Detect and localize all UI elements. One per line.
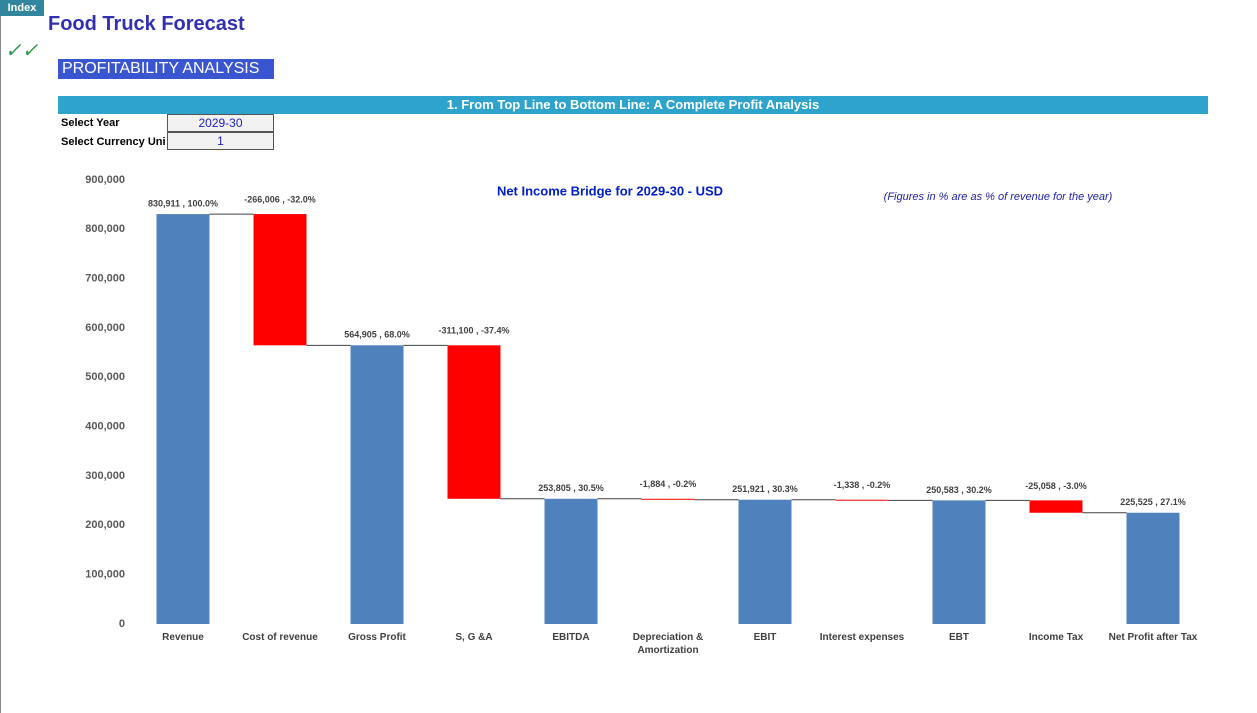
y-tick-label: 300,000	[85, 470, 125, 482]
value-label: 564,905 , 68.0%	[344, 330, 410, 340]
x-tick-label: EBIT	[753, 632, 777, 643]
y-tick-label: 900,000	[85, 174, 125, 186]
bar	[1126, 512, 1180, 624]
x-tick-label: Gross Profit	[348, 632, 406, 643]
y-tick-label: 600,000	[85, 322, 125, 334]
bar	[544, 498, 598, 624]
banner: 1. From Top Line to Bottom Line: A Compl…	[58, 96, 1208, 114]
input-label: Select Currency Uni	[61, 136, 166, 148]
checkmarks: ✓✓	[5, 40, 39, 62]
index-button[interactable]: Index	[0, 0, 44, 16]
x-tick-label: S, G &A	[455, 632, 493, 643]
bar	[641, 498, 695, 500]
bar	[738, 499, 792, 624]
bar	[1029, 500, 1083, 513]
x-tick-label: Cost of revenue	[242, 632, 318, 643]
y-tick-label: 500,000	[85, 371, 125, 383]
chart-title: Net Income Bridge for 2029-30 - USD	[497, 183, 723, 198]
x-tick-label: EBT	[949, 632, 969, 643]
border	[0, 16, 1, 713]
x-tick-label: Net Profit after Tax	[1108, 632, 1198, 643]
value-label: -1,884 , -0.2%	[640, 479, 697, 489]
bar	[350, 345, 404, 624]
x-tick-label: Income Tax	[1028, 632, 1084, 643]
input-label: Select Year	[61, 117, 120, 129]
x-tick-label: Depreciation & Amortization	[632, 632, 704, 656]
value-label: 253,805 , 30.5%	[538, 483, 604, 493]
input-value[interactable]: 2029-30	[167, 114, 274, 132]
page-title: Food Truck Forecast	[48, 13, 245, 35]
x-tick-label: Interest expenses	[819, 632, 905, 643]
x-tick-label: EBITDA	[552, 632, 590, 643]
value-label: 225,525 , 27.1%	[1120, 497, 1186, 507]
value-label: 251,921 , 30.3%	[732, 484, 798, 494]
annotation: (Figures in % are as % of revenue for th…	[884, 191, 1113, 203]
value-label: 830,911 , 100.0%	[148, 198, 218, 208]
x-tick-label: Revenue	[162, 632, 204, 643]
value-label: 250,583 , 30.2%	[926, 485, 992, 495]
value-label: -311,100 , -37.4%	[438, 326, 509, 336]
y-tick-label: 700,000	[85, 273, 125, 285]
bar	[156, 214, 210, 624]
bar	[447, 345, 501, 499]
bar	[835, 499, 889, 501]
y-tick-label: 100,000	[85, 569, 125, 581]
bar	[932, 500, 986, 624]
y-tick-label: 0	[119, 618, 125, 630]
value-label: -266,006 , -32.0%	[244, 194, 316, 204]
value-label: -1,338 , -0.2%	[834, 480, 891, 490]
input-value[interactable]: 1	[167, 132, 274, 150]
section-title: PROFITABILITY ANALYSIS	[58, 59, 274, 79]
y-tick-label: 400,000	[85, 421, 125, 433]
y-tick-label: 200,000	[85, 519, 125, 531]
value-label: -25,058 , -3.0%	[1025, 481, 1087, 491]
bar	[253, 214, 307, 346]
y-tick-label: 800,000	[85, 223, 125, 235]
